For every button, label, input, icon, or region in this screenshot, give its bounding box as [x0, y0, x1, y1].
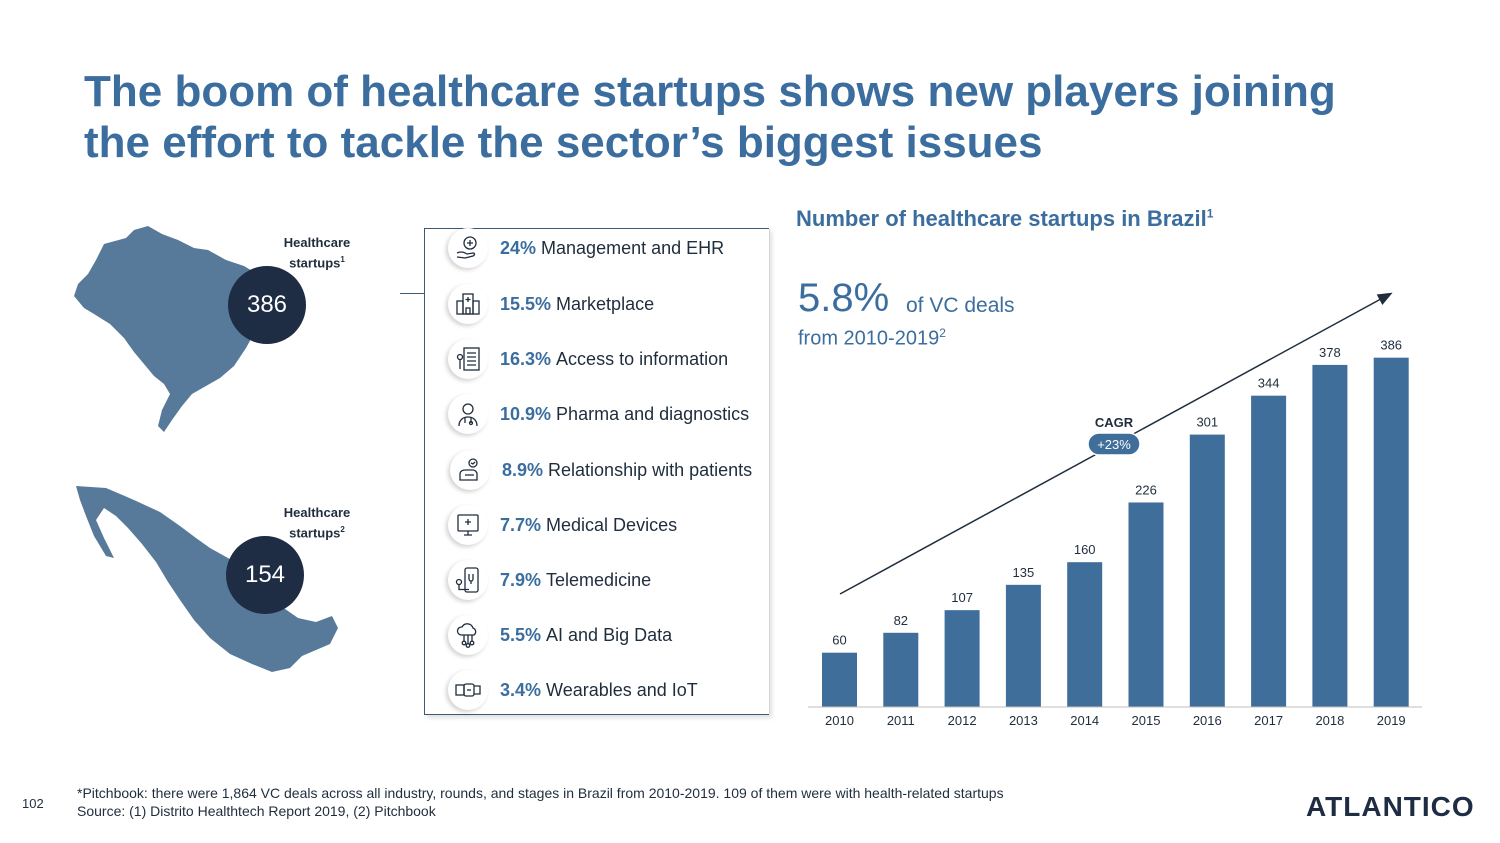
bar-value-label: 160: [1074, 542, 1096, 557]
footnote-line-1: *Pitchbook: there were 1,864 VC deals ac…: [77, 785, 1004, 801]
mexico-startups-label: Healthcare startups2: [283, 505, 351, 541]
hospital-building-icon: [448, 284, 488, 324]
category-item: 3.4% Wearables and IoT: [448, 668, 698, 712]
category-item: 5.5% AI and Big Data: [448, 613, 672, 657]
page-number: 102: [22, 796, 44, 811]
cagr-label: CAGR: [1095, 415, 1134, 430]
cagr-badge: [1087, 432, 1141, 456]
category-item: 15.5% Marketplace: [448, 282, 654, 326]
startups-bar-chart: 60 2010 82 2011 107 2012 135 2013 160 2014 226 2015…: [808, 292, 1422, 728]
x-tick-label: 2014: [1070, 713, 1099, 728]
category-panel: [424, 228, 770, 715]
cagr-annotation: CAGR +23%: [1087, 415, 1141, 456]
x-tick-label: 2013: [1009, 713, 1038, 728]
phone-stethoscope-icon: [448, 560, 488, 600]
footnote-line-2: Source: (1) Distrito Healthtech Report 2…: [77, 803, 436, 819]
title-line-1: The boom of healthcare startups shows ne…: [84, 67, 1336, 116]
bar-value-label: 60: [832, 633, 846, 648]
category-item: 7.9% Telemedicine: [448, 558, 651, 602]
x-tick-label: 2018: [1315, 713, 1344, 728]
bar-2012: [944, 610, 980, 707]
vc-share-range: from 2010-20192: [798, 326, 946, 350]
bar-value-label: 226: [1135, 482, 1157, 497]
mexico-map: [76, 486, 338, 672]
category-item: 7.7% Medical Devices: [448, 503, 677, 547]
vc-share-value: 5.8%: [798, 276, 890, 320]
category-item: 24% Management and EHR: [448, 226, 724, 270]
bar-2019: [1373, 357, 1409, 707]
bar-value-label: 107: [951, 590, 973, 605]
brazil-startups-count: 386: [228, 266, 306, 344]
bar-2010: [822, 652, 857, 707]
x-tick-label: 2017: [1254, 713, 1283, 728]
x-tick-label: 2016: [1193, 713, 1222, 728]
bar-2015: [1128, 502, 1164, 707]
document-list-icon: [448, 339, 488, 379]
company-logo: ATLANTICO: [1306, 791, 1475, 822]
category-item: 10.9% Pharma and diagnostics: [448, 392, 749, 436]
title-line-2: the effort to tackle the sector’s bigges…: [84, 118, 1043, 167]
bar-value-label: 135: [1013, 565, 1035, 580]
x-tick-label: 2015: [1132, 713, 1161, 728]
cloud-network-icon: [448, 615, 488, 655]
bar-2014: [1067, 562, 1103, 707]
chart-title: Number of healthcare startups in Brazil1: [796, 206, 1214, 231]
bar-value-label: 386: [1380, 338, 1402, 353]
bar-2017: [1251, 395, 1287, 707]
brazil-startups-label: Healthcare startups1: [283, 235, 351, 271]
x-tick-label: 2012: [948, 713, 977, 728]
monitor-icon: [448, 505, 488, 545]
bar-2018: [1312, 364, 1348, 707]
bar-value-label: 378: [1319, 345, 1341, 360]
bars: 60 2010 82 2011 107 2012 135 2013 160 2014 226 2015…: [822, 338, 1409, 728]
x-tick-label: 2010: [825, 713, 854, 728]
bar-value-label: 82: [894, 613, 908, 628]
x-tick-label: 2011: [887, 713, 915, 728]
bar-2013: [1005, 584, 1041, 707]
page-title: The boom of healthcare startups shows ne…: [84, 66, 1464, 168]
mexico-startups-count: 154: [226, 536, 304, 614]
brazil-map: [74, 226, 274, 432]
vc-share-label: of VC deals: [906, 294, 1015, 317]
wearable-icon: [448, 670, 488, 710]
bar-2016: [1189, 434, 1225, 707]
patient-hand-icon: [450, 450, 490, 490]
connector-line: [400, 293, 424, 294]
hand-medical-icon: [448, 228, 488, 268]
bar-2011: [883, 632, 919, 707]
doctor-icon: [448, 394, 488, 434]
bar-value-label: 344: [1258, 376, 1280, 391]
category-item: 16.3% Access to information: [448, 337, 728, 381]
bar-value-label: 301: [1196, 415, 1218, 430]
cagr-value: +23%: [1097, 437, 1131, 452]
footnote: *Pitchbook: there were 1,864 VC deals ac…: [77, 784, 1004, 820]
category-item: 8.9% Relationship with patients: [448, 448, 752, 492]
x-tick-label: 2019: [1377, 713, 1406, 728]
